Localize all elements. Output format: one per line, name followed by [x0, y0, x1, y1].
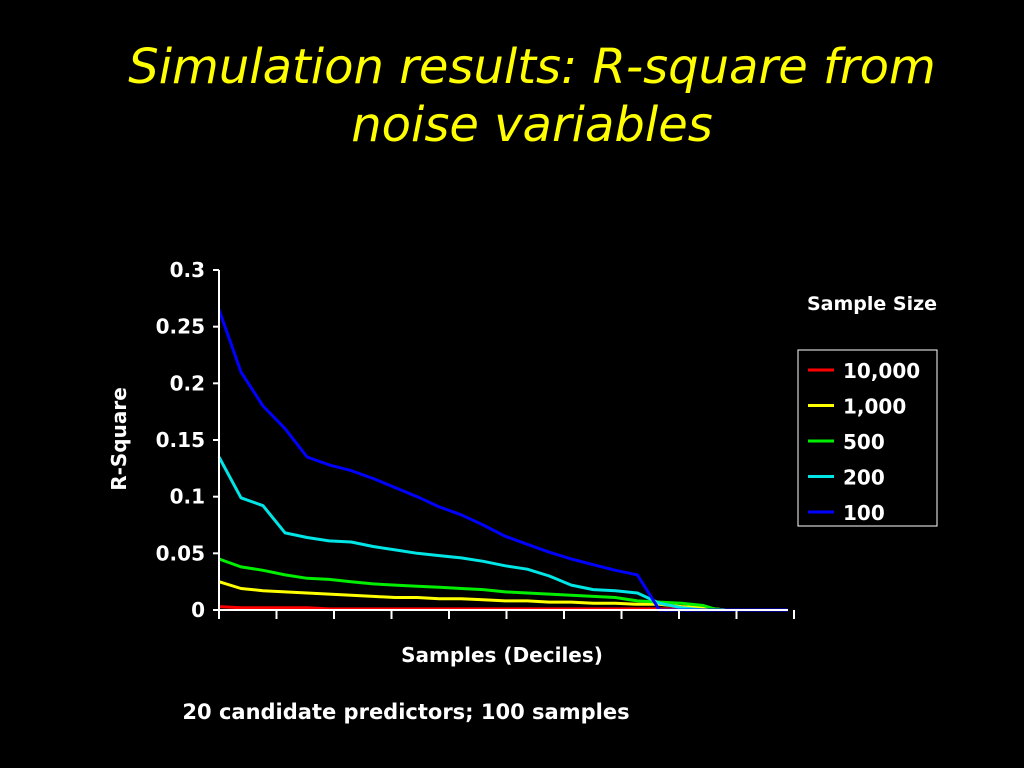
y-tick-label: 0.2 [170, 371, 205, 395]
y-tick-label: 0.25 [156, 315, 205, 339]
legend-box [797, 349, 938, 527]
legend-label: 1,000 [843, 395, 906, 419]
series-line-200 [217, 456, 788, 612]
legend-title: Sample Size [807, 293, 937, 315]
y-tick-label: 0.15 [156, 428, 205, 452]
y-axis-label: R-Square [107, 387, 131, 491]
footnote: 20 candidate predictors; 100 samples [182, 700, 630, 724]
y-tick-label: 0 [191, 598, 205, 622]
y-tick-label: 0.3 [170, 258, 205, 282]
legend-label: 500 [843, 430, 885, 454]
y-tick-label: 0.1 [170, 485, 205, 509]
legend: 10,000 1,000 500 200 100 [797, 349, 938, 527]
plot-area [217, 309, 788, 612]
slide-title-line-1: Simulation results: R-square from [128, 39, 936, 95]
x-axis-label: Samples (Deciles) [401, 643, 603, 667]
legend-label: 200 [843, 466, 885, 490]
slide-title: Simulation results: R-square from noise … [40, 38, 1024, 154]
legend-label: 100 [843, 501, 885, 525]
y-tick-label: 0.05 [156, 541, 205, 565]
legend-label: 10,000 [843, 359, 920, 383]
slide-title-line-2: noise variables [351, 97, 713, 153]
x-axis-ticks [218, 610, 795, 619]
y-axis-ticks: 0 0.05 0.1 0.15 0.2 0.25 0.3 [156, 258, 219, 622]
